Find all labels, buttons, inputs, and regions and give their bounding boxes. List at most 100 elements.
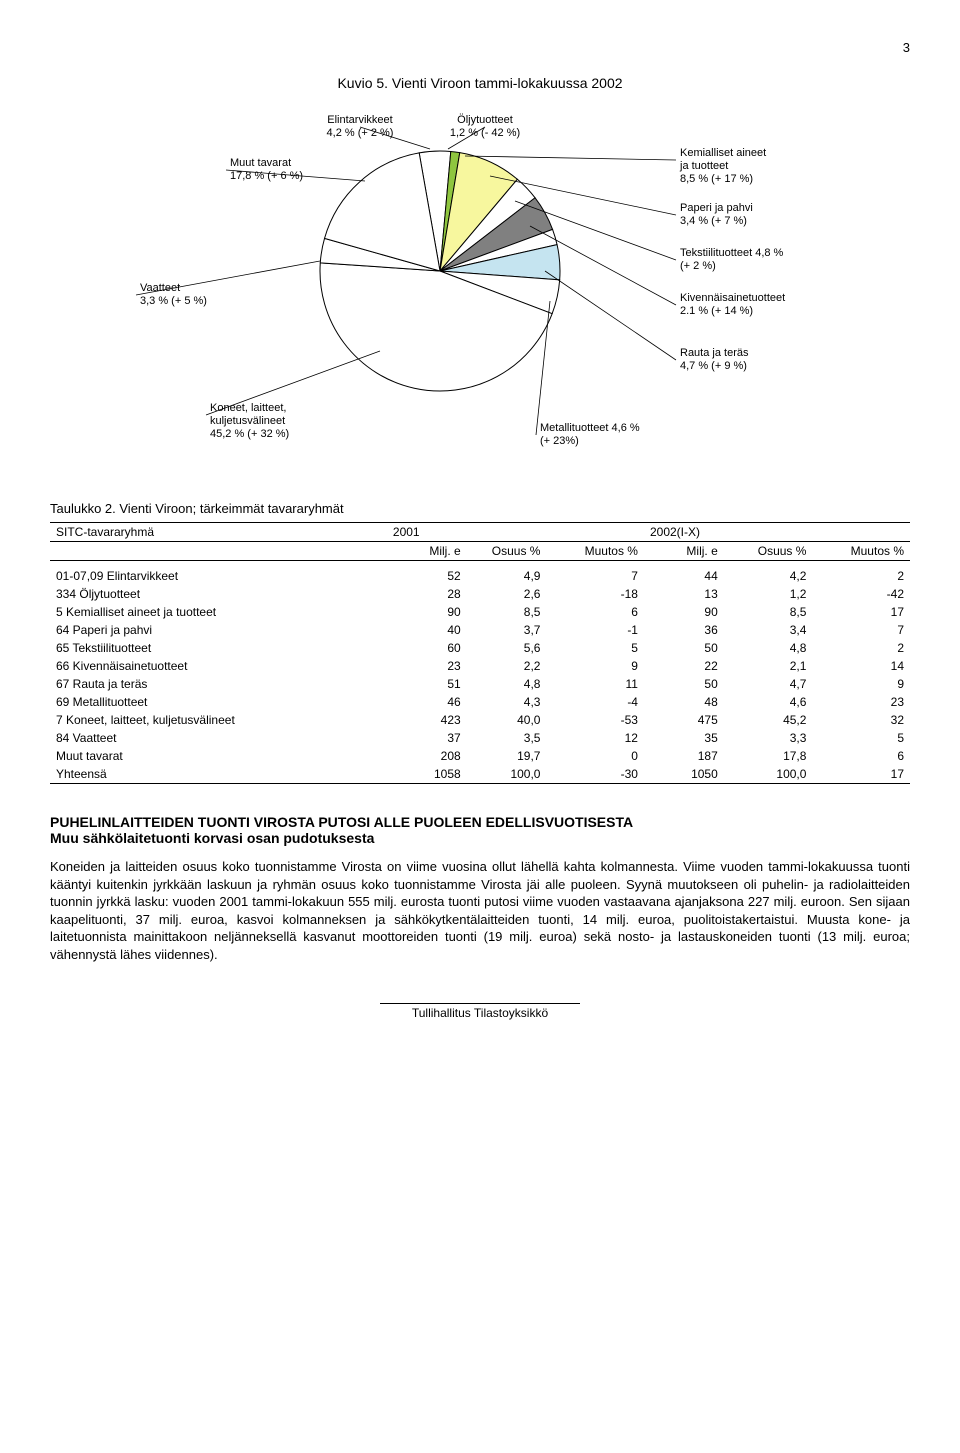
chart-title: Kuvio 5. Vienti Viroon tammi-lokakuussa … bbox=[50, 75, 910, 91]
td: 3,4 bbox=[724, 621, 813, 639]
table-row: Yhteensä1058100,0-301050100,017 bbox=[50, 765, 910, 784]
td: 13 bbox=[644, 585, 724, 603]
td: 9 bbox=[812, 675, 910, 693]
td: 2,2 bbox=[467, 657, 547, 675]
td: 60 bbox=[387, 639, 467, 657]
table-row: 69 Metallituotteet464,3-4484,623 bbox=[50, 693, 910, 711]
td: 7 bbox=[546, 567, 644, 585]
td: 65 Tekstiilituotteet bbox=[50, 639, 387, 657]
td: 475 bbox=[644, 711, 724, 729]
pie-label: 17,8 % (+ 6 %) bbox=[230, 170, 303, 182]
body-paragraph: Koneiden ja laitteiden osuus koko tuonni… bbox=[50, 858, 910, 963]
table-row: 01-07,09 Elintarvikkeet524,97444,22 bbox=[50, 567, 910, 585]
th: Osuus % bbox=[724, 542, 813, 561]
td: 1,2 bbox=[724, 585, 813, 603]
td: -53 bbox=[546, 711, 644, 729]
td: 67 Rauta ja teräs bbox=[50, 675, 387, 693]
td: 69 Metallituotteet bbox=[50, 693, 387, 711]
td: 17 bbox=[812, 765, 910, 784]
td: 36 bbox=[644, 621, 724, 639]
pie-label: 2.1 % (+ 14 %) bbox=[680, 305, 753, 317]
td: 2 bbox=[812, 567, 910, 585]
td: 17,8 bbox=[724, 747, 813, 765]
td: 2,1 bbox=[724, 657, 813, 675]
pie-label: Koneet, laitteet, bbox=[210, 402, 286, 414]
td: 48 bbox=[644, 693, 724, 711]
heading-line-1: PUHELINLAITTEIDEN TUONTI VIROSTA PUTOSI … bbox=[50, 814, 910, 830]
pie-label: Elintarvikkeet bbox=[327, 114, 392, 126]
td: 3,3 bbox=[724, 729, 813, 747]
td: Yhteensä bbox=[50, 765, 387, 784]
pie-label: (+ 23%) bbox=[540, 435, 579, 447]
table-row: 64 Paperi ja pahvi403,7-1363,47 bbox=[50, 621, 910, 639]
td: 3,5 bbox=[467, 729, 547, 747]
data-table: SITC-tavararyhmä20012002(I-X)Milj. eOsuu… bbox=[50, 522, 910, 784]
td: 66 Kivennäisainetuotteet bbox=[50, 657, 387, 675]
td: -4 bbox=[546, 693, 644, 711]
td: 14 bbox=[812, 657, 910, 675]
table-row: 334 Öljytuotteet282,6-18131,2-42 bbox=[50, 585, 910, 603]
td: 4,3 bbox=[467, 693, 547, 711]
table-row: 67 Rauta ja teräs514,811504,79 bbox=[50, 675, 910, 693]
th: Osuus % bbox=[467, 542, 547, 561]
td: 4,8 bbox=[724, 639, 813, 657]
td: 4,8 bbox=[467, 675, 547, 693]
td: 4,6 bbox=[724, 693, 813, 711]
td: 11 bbox=[546, 675, 644, 693]
td: 23 bbox=[812, 693, 910, 711]
pie-label: Rauta ja teräs bbox=[680, 347, 749, 359]
table-body: 01-07,09 Elintarvikkeet524,97444,22334 Ö… bbox=[50, 561, 910, 784]
td: 7 Koneet, laitteet, kuljetusvälineet bbox=[50, 711, 387, 729]
td: -30 bbox=[546, 765, 644, 784]
td: 45,2 bbox=[724, 711, 813, 729]
pie-label: Paperi ja pahvi bbox=[680, 202, 753, 214]
td: 35 bbox=[644, 729, 724, 747]
td: 9 bbox=[546, 657, 644, 675]
td: 40,0 bbox=[467, 711, 547, 729]
td: 23 bbox=[387, 657, 467, 675]
td: 1050 bbox=[644, 765, 724, 784]
th bbox=[812, 523, 910, 542]
td: 01-07,09 Elintarvikkeet bbox=[50, 567, 387, 585]
th bbox=[546, 523, 644, 542]
th: 2002(I-X) bbox=[644, 523, 724, 542]
td: 100,0 bbox=[467, 765, 547, 784]
td: 50 bbox=[644, 639, 724, 657]
table-row: 84 Vaatteet373,512353,35 bbox=[50, 729, 910, 747]
td: 5 bbox=[812, 729, 910, 747]
pie-label: kuljetusvälineet bbox=[210, 415, 285, 427]
pie-label: 1,2 % (- 42 %) bbox=[450, 127, 520, 139]
td: 187 bbox=[644, 747, 724, 765]
td: 4,7 bbox=[724, 675, 813, 693]
td: 5,6 bbox=[467, 639, 547, 657]
th: SITC-tavararyhmä bbox=[50, 523, 387, 542]
td: 40 bbox=[387, 621, 467, 639]
pie-label: 3,4 % (+ 7 %) bbox=[680, 215, 747, 227]
td: 51 bbox=[387, 675, 467, 693]
td: 50 bbox=[644, 675, 724, 693]
table-row: 7 Koneet, laitteet, kuljetusvälineet4234… bbox=[50, 711, 910, 729]
td: 5 bbox=[546, 639, 644, 657]
td: 46 bbox=[387, 693, 467, 711]
td: 64 Paperi ja pahvi bbox=[50, 621, 387, 639]
page-number: 3 bbox=[50, 40, 910, 55]
td: -18 bbox=[546, 585, 644, 603]
td: 2,6 bbox=[467, 585, 547, 603]
pie-label: Kemialliset aineet bbox=[680, 147, 766, 159]
td: 12 bbox=[546, 729, 644, 747]
td: 84 Vaatteet bbox=[50, 729, 387, 747]
td: 2 bbox=[812, 639, 910, 657]
table-row: Muut tavarat20819,7018717,86 bbox=[50, 747, 910, 765]
th bbox=[467, 523, 547, 542]
td: 17 bbox=[812, 603, 910, 621]
pie-label: 4,7 % (+ 9 %) bbox=[680, 360, 747, 372]
td: 4,2 bbox=[724, 567, 813, 585]
pie-label: Metallituotteet 4,6 % bbox=[540, 422, 640, 434]
table-title: Taulukko 2. Vienti Viroon; tärkeimmät ta… bbox=[50, 501, 910, 516]
td: 7 bbox=[812, 621, 910, 639]
td: 52 bbox=[387, 567, 467, 585]
table-row: 66 Kivennäisainetuotteet232,29222,114 bbox=[50, 657, 910, 675]
td: 90 bbox=[644, 603, 724, 621]
pie-chart-container: Elintarvikkeet4,2 % (+ 2 %)Öljytuotteet1… bbox=[50, 101, 910, 471]
td: 6 bbox=[546, 603, 644, 621]
